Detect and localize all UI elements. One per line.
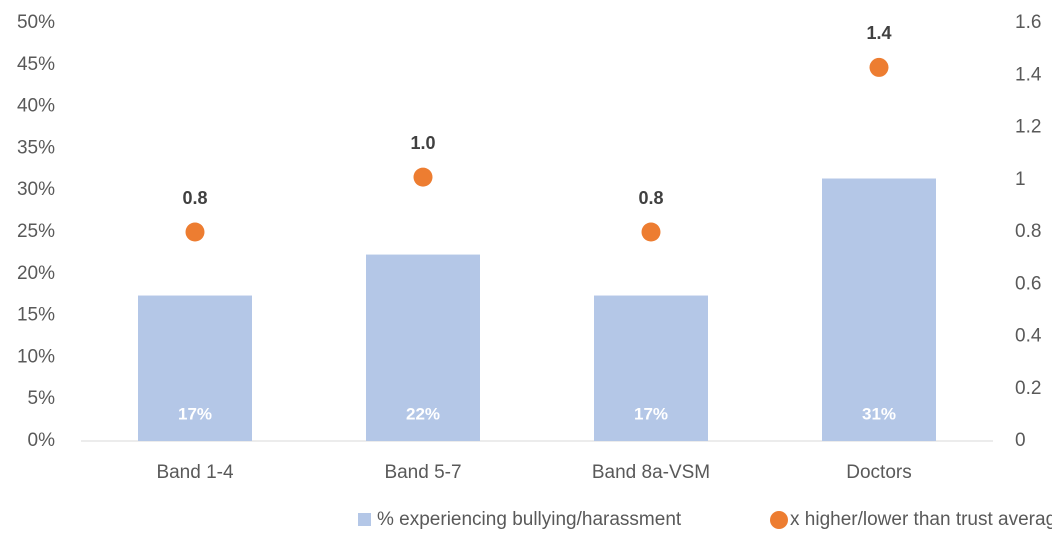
bar-value-label: 31% [862, 404, 896, 423]
bar-value-label: 22% [406, 404, 440, 423]
y2-tick-label: 1.4 [1015, 64, 1042, 85]
dot-value-label: 1.0 [410, 133, 435, 153]
x-tick-label: Doctors [846, 462, 911, 483]
legend-label: x higher/lower than trust average [790, 509, 1052, 530]
dot-value-label: 1.4 [866, 23, 891, 43]
y-tick-label: 35% [17, 137, 55, 158]
y-tick-label: 30% [17, 179, 55, 200]
y-tick-label: 5% [28, 388, 56, 409]
y2-tick-label: 0.2 [1015, 378, 1041, 399]
bar [822, 178, 936, 441]
y-tick-label: 10% [17, 346, 55, 367]
legend-swatch [770, 511, 788, 529]
bar [138, 295, 252, 441]
y-tick-label: 20% [17, 263, 55, 284]
bar [594, 295, 708, 441]
bar-value-label: 17% [634, 404, 668, 423]
dot [869, 57, 889, 77]
legend-label: % experiencing bullying/harassment [377, 509, 682, 530]
y-tick-label: 45% [17, 54, 55, 75]
bar [366, 254, 480, 441]
y2-tick-label: 1 [1015, 169, 1026, 190]
dot-value-label: 0.8 [182, 188, 207, 208]
dot [641, 222, 661, 242]
y2-tick-label: 1.6 [1015, 12, 1041, 33]
y2-tick-label: 1.2 [1015, 117, 1041, 138]
dot [185, 222, 205, 242]
x-tick-label: Band 1-4 [156, 462, 234, 483]
x-tick-label: Band 8a-VSM [592, 462, 710, 483]
y2-tick-label: 0.6 [1015, 273, 1041, 294]
dot [413, 167, 433, 187]
y-tick-label: 40% [17, 96, 55, 117]
dot-value-label: 0.8 [638, 188, 663, 208]
y-tick-label: 25% [17, 221, 55, 242]
y2-tick-label: 0 [1015, 430, 1026, 451]
y-tick-label: 50% [17, 12, 55, 33]
y-tick-label: 15% [17, 305, 55, 326]
y-tick-label: 0% [28, 430, 56, 451]
bar-value-label: 17% [178, 404, 212, 423]
x-tick-label: Band 5-7 [384, 462, 461, 483]
y2-tick-label: 0.4 [1015, 326, 1042, 347]
y2-tick-label: 0.8 [1015, 221, 1041, 242]
legend-swatch [358, 513, 371, 526]
